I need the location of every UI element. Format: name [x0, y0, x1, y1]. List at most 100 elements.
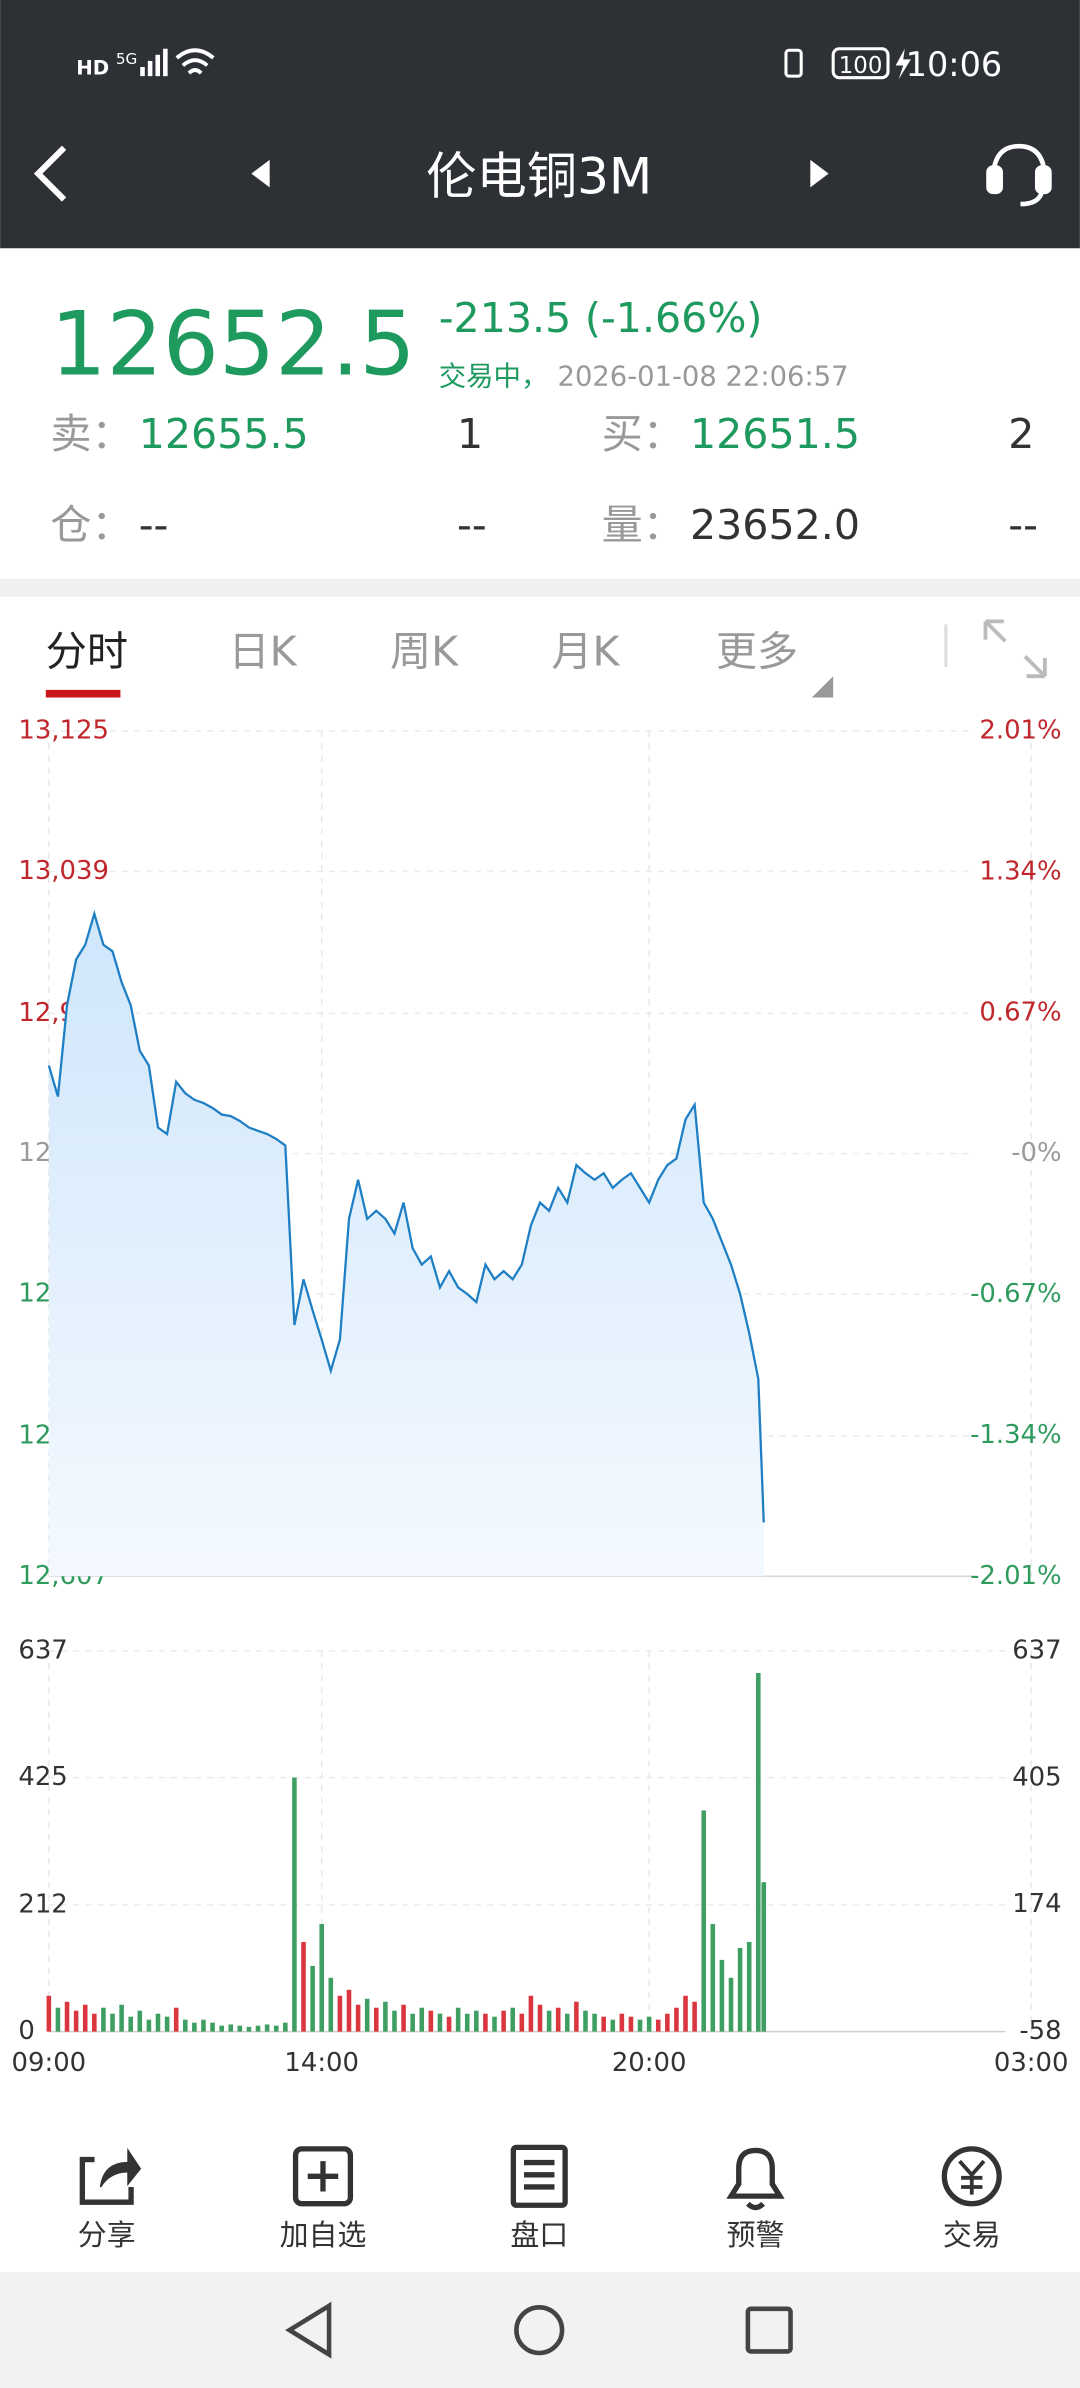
volume-bar — [665, 2013, 670, 2032]
volume-bar — [546, 2010, 552, 2032]
volume-bar — [337, 1995, 343, 2032]
volume-bar — [683, 1995, 688, 2032]
volume-bar — [437, 2013, 443, 2032]
battery-icon — [831, 47, 890, 80]
next-button[interactable] — [810, 159, 829, 188]
volume-bar — [637, 2019, 643, 2032]
volume-bar — [746, 1941, 752, 2032]
back-button[interactable] — [33, 145, 67, 202]
volume-bar — [737, 1947, 743, 2032]
toolbar-label[interactable]: 交易 — [943, 2218, 1001, 2252]
toolbar-label[interactable]: 加自选 — [280, 2218, 367, 2252]
volume-bar — [273, 2025, 279, 2032]
y2-tick-label: 405 — [1012, 1762, 1061, 1792]
volume-bar — [164, 2016, 170, 2032]
y-tick-label: 0 — [18, 2016, 34, 2046]
volume-bar — [710, 1924, 716, 2032]
tab[interactable]: 月K — [551, 628, 620, 676]
x-tick-label: 14:00 — [284, 2048, 359, 2078]
volume-bar — [101, 2007, 106, 2032]
vibrate-icon — [784, 48, 803, 78]
volume-bar — [446, 2016, 452, 2032]
volume-bar — [182, 2019, 188, 2032]
volume-bar — [492, 2016, 497, 2032]
prev-button[interactable] — [251, 159, 270, 188]
volume-bar — [201, 2019, 206, 2032]
battery-level: 100 — [839, 53, 883, 79]
x-tick-label: 09:00 — [12, 2048, 87, 2078]
add-watchlist-icon[interactable] — [292, 2146, 354, 2207]
change-pct: (-1.66%) — [585, 294, 763, 342]
sell-qty: 1 — [457, 410, 483, 458]
nav-home[interactable] — [514, 2304, 565, 2356]
alert-icon[interactable] — [726, 2147, 785, 2211]
oi-label: 仓： — [50, 501, 132, 549]
volume-bar — [692, 2001, 697, 2032]
volume-bar — [301, 1941, 306, 2032]
price-area — [48, 913, 764, 1577]
volume-bar — [173, 2007, 179, 2032]
change: -213.5 — [439, 294, 572, 342]
toolbar-label[interactable]: 盘口 — [510, 2218, 568, 2252]
charging-icon — [895, 48, 911, 80]
volume-bar — [583, 2010, 588, 2032]
volume-bar — [228, 2024, 234, 2032]
volume-bar — [728, 1977, 734, 2032]
volume-bar — [264, 2024, 270, 2032]
y2-tick-label: 0.67% — [979, 997, 1061, 1027]
tab-active[interactable]: 分时 — [46, 628, 128, 676]
nav-recent[interactable] — [745, 2306, 793, 2354]
tab-more[interactable]: 更多 — [716, 628, 798, 676]
trade-status: 交易中， — [439, 361, 549, 392]
volume-bar — [474, 2010, 479, 2032]
volume-bar — [537, 2004, 543, 2032]
share-icon[interactable] — [79, 2147, 142, 2205]
volume-bar — [565, 2013, 570, 2032]
volume-bar — [464, 2013, 470, 2032]
volume-bar — [310, 1965, 315, 2032]
volume-bar — [401, 2004, 406, 2032]
volume-bar — [528, 1995, 534, 2032]
trade-icon[interactable] — [941, 2146, 1002, 2207]
tab[interactable]: 周K — [390, 628, 459, 676]
y-tick-label: 425 — [18, 1762, 67, 1792]
buy-qty: 2 — [1008, 410, 1034, 458]
volume-bar — [155, 2013, 161, 2032]
orderbook-icon[interactable] — [510, 2144, 568, 2208]
signal-icon — [140, 48, 168, 77]
y2-tick-label: -2.01% — [970, 1561, 1062, 1591]
volume-bar — [92, 2013, 97, 2032]
y2-tick-label: -1.34% — [970, 1420, 1062, 1450]
nav-back[interactable] — [285, 2301, 332, 2359]
toolbar-label[interactable]: 分享 — [78, 2218, 136, 2252]
volume-bar — [628, 2016, 634, 2032]
service-button[interactable] — [986, 143, 1052, 207]
vol-label: 量： — [602, 501, 684, 549]
volume-bar — [110, 2013, 115, 2032]
vol-extra: -- — [1008, 501, 1038, 549]
volume-bar — [646, 2016, 652, 2032]
volume-bar — [219, 2025, 224, 2032]
volume-bar — [383, 2001, 388, 2032]
volume-bar — [756, 1673, 761, 2032]
volume-bar — [610, 2019, 616, 2032]
buy-label: 买： — [602, 410, 684, 458]
volume-bar — [719, 1959, 725, 2032]
fullscreen-button[interactable] — [983, 619, 1047, 679]
sell-price: 12655.5 — [139, 410, 309, 458]
volume-bar — [601, 2016, 606, 2032]
clock: 10:06 — [906, 45, 1003, 84]
y2-tick-label: -0% — [1011, 1138, 1061, 1168]
tab[interactable]: 日K — [229, 628, 298, 676]
volume-bar — [46, 1995, 52, 2032]
volume-bar — [428, 2010, 434, 2032]
volume-bar — [455, 2007, 461, 2032]
more-indicator — [811, 676, 834, 698]
hd-icon: HD — [76, 57, 109, 80]
volume-bar — [519, 2013, 525, 2032]
volume-bar — [119, 2004, 124, 2032]
last-price: 12652.5 — [50, 293, 415, 396]
toolbar-label[interactable]: 预警 — [727, 2218, 785, 2252]
